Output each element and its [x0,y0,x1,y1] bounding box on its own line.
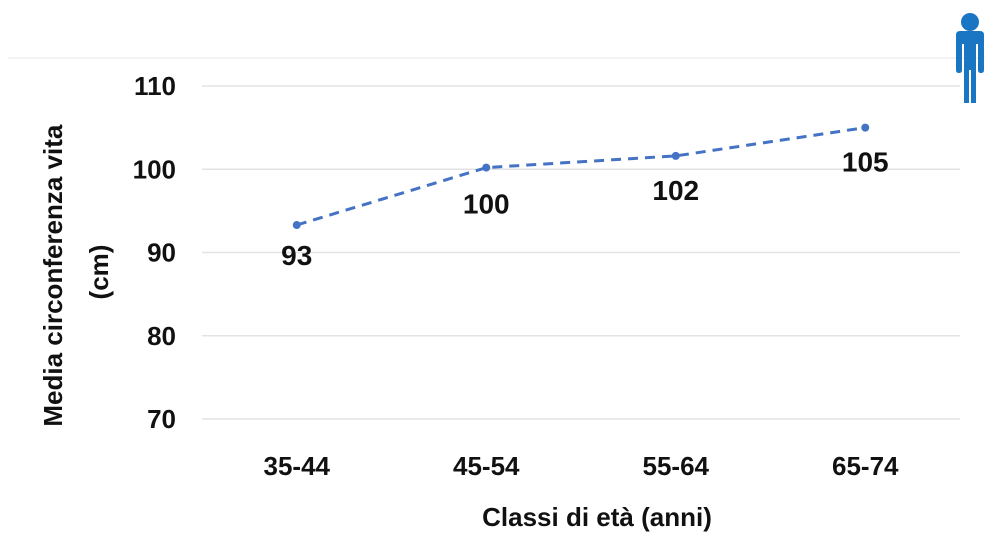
man-icon [956,13,984,103]
gridlines [202,85,960,420]
y-axis-title-line-2: (cm) [84,245,114,300]
series-group [292,123,870,230]
data-label: 105 [842,147,889,178]
y-tick-label: 90 [147,238,176,268]
data-point [292,221,301,230]
data-label: 102 [652,175,699,206]
y-tick-label: 80 [147,321,176,351]
y-axis-title-line-1: Media circonferenza vita [38,124,68,427]
x-tick-label: 55-64 [643,451,710,481]
series-line [296,126,866,227]
data-labels: 93 100 102 105 [281,147,888,271]
x-axis-ticks: 35-44 45-54 55-64 65-74 [264,451,900,481]
data-point [671,151,680,160]
x-axis-title: Classi di età (anni) [482,502,712,532]
data-point [861,123,870,132]
y-axis-ticks: 70 80 90 100 110 [133,71,176,434]
data-label: 93 [281,240,312,271]
y-tick-label: 110 [134,71,176,101]
x-tick-label: 45-54 [453,451,520,481]
y-tick-label: 100 [133,154,176,184]
y-axis-title: Media circonferenza vita (cm) [38,117,114,426]
data-point [482,163,491,172]
data-label: 100 [463,189,510,220]
x-tick-label: 35-44 [264,451,331,481]
y-tick-label: 70 [147,404,176,434]
x-tick-label: 65-74 [832,451,899,481]
